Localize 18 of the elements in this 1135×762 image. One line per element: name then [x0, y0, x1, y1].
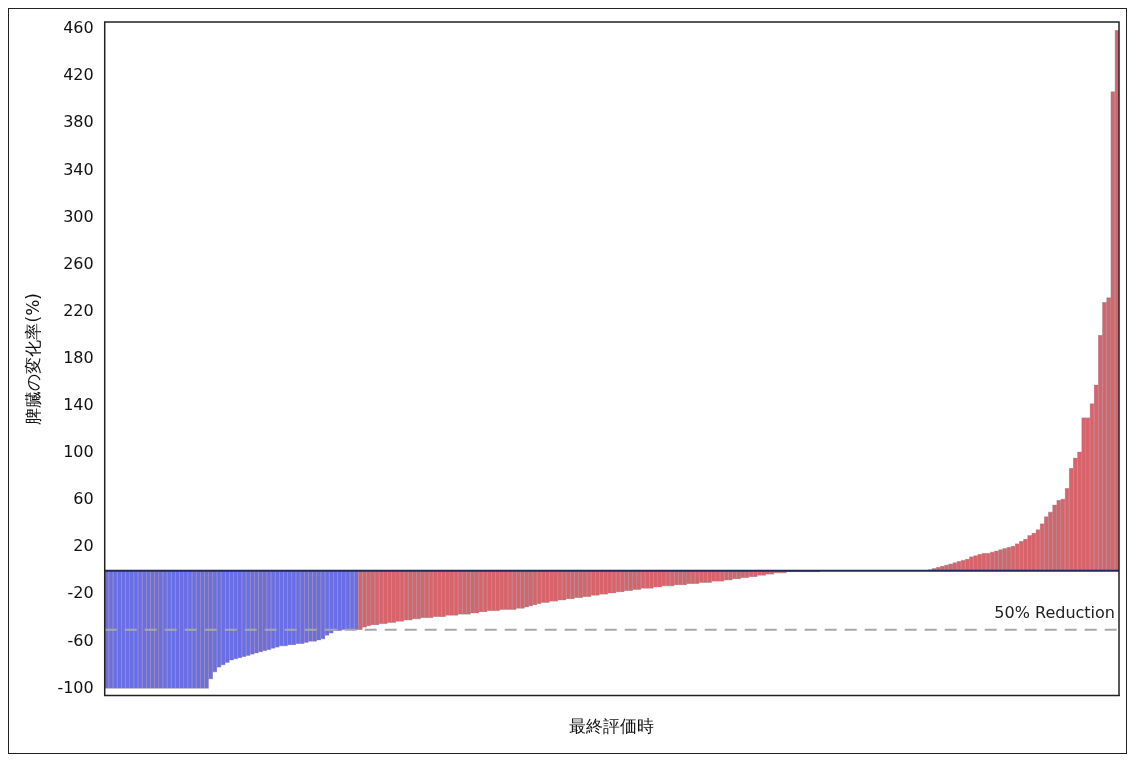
y-tick-label: 420 — [63, 65, 94, 85]
y-tick-label: 260 — [63, 253, 94, 273]
y-tick-label: -20 — [67, 583, 94, 603]
y-tick-label: 300 — [63, 206, 94, 226]
y-tick-label: -60 — [67, 630, 94, 650]
y-tick-label: 180 — [63, 347, 94, 367]
ref-line-label: 50% Reduction — [994, 602, 1115, 622]
y-tick-label: 140 — [63, 395, 94, 415]
y-tick-label: 460 — [63, 18, 94, 38]
y-tick-label: 340 — [63, 159, 94, 179]
y-axis-title: 脾臓の変化率(%) — [22, 293, 43, 425]
y-tick-label: 60 — [73, 489, 94, 509]
y-tick-label: 100 — [63, 442, 94, 462]
y-tick-label: 20 — [73, 536, 94, 556]
y-tick-label: -100 — [57, 677, 94, 697]
x-axis-title: 最終評価時 — [569, 716, 655, 737]
y-tick-label: 380 — [63, 112, 94, 132]
y-tick-label: 220 — [63, 300, 94, 320]
